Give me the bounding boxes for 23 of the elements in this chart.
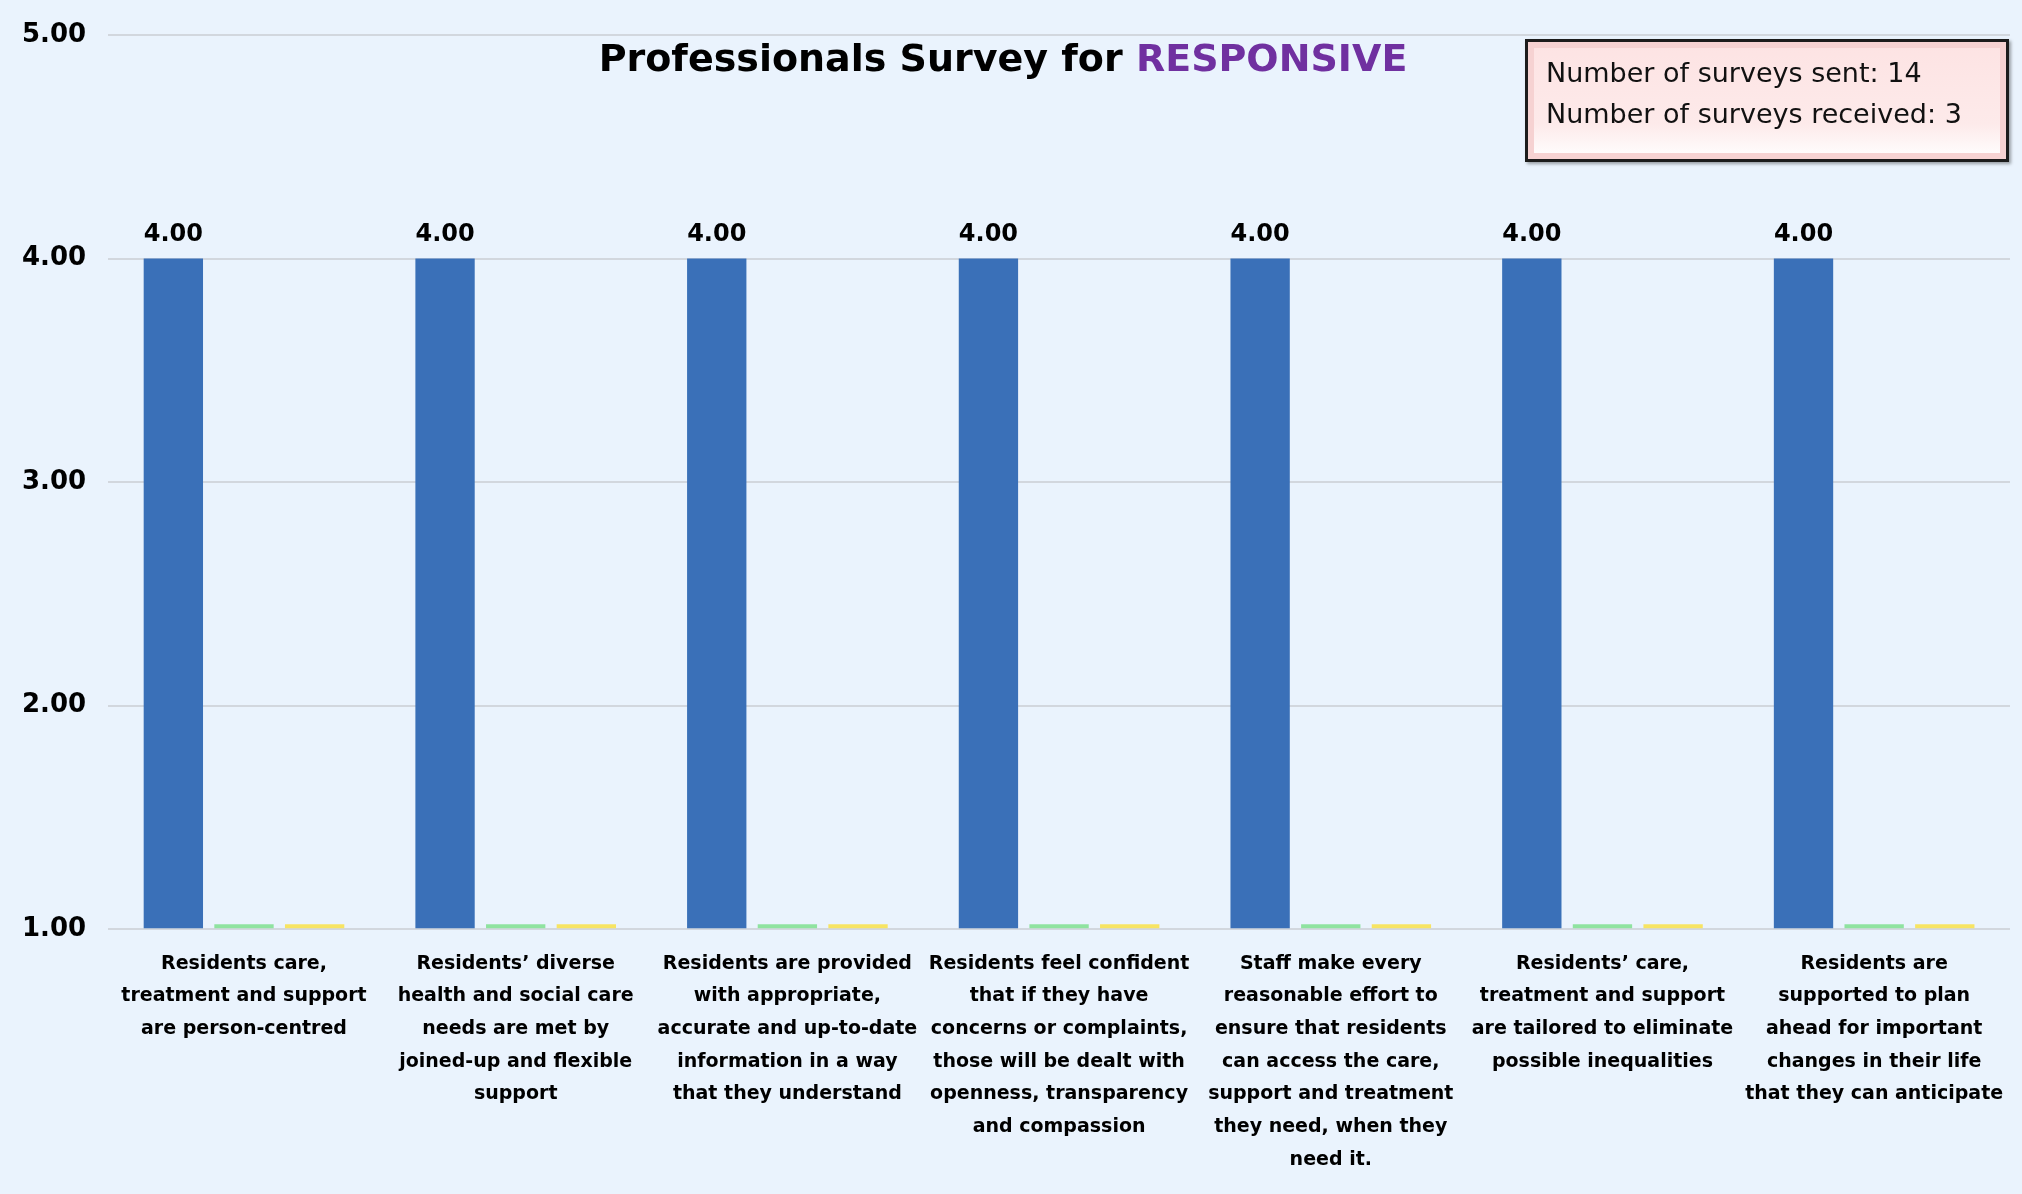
chart-title: Professionals Survey for RESPONSIVE: [598, 35, 1408, 80]
x-tick-label: Staff make every reasonable effort to ensure that residents can access the care, support and treatment they need, when they need it.: [1208, 950, 1454, 1169]
x-tick-label: Residents are supported to plan ahead for important changes in their life that they can anticipate: [1745, 950, 2004, 1104]
data-label: 4.00: [1230, 218, 1290, 247]
data-label: 4.00: [687, 218, 747, 247]
y-tick-label: 2.00: [21, 688, 87, 719]
annotation: Number of surveys received: 3: [1546, 97, 1963, 131]
annotation: Number of surveys sent: 14: [1546, 56, 1923, 90]
data-label: 4.00: [415, 218, 475, 247]
x-tick-label: Residents feel confident that if they have concerns or complaints, those will be dealt with openness, transparency and compassion: [928, 950, 1190, 1136]
x-tick-label: Residents care, treatment and support are person-centred: [121, 950, 367, 1038]
x-tick-label: Residents’ diverse health and social care needs are met by joined-up and flexible support: [397, 950, 634, 1104]
y-tick-label: 1.00: [21, 911, 87, 942]
data-label: 4.00: [958, 218, 1019, 247]
x-tick-label: Residents are provided with appropriate, accurate and up-to-date information in a way that they understand: [657, 950, 918, 1104]
data-label: 4.00: [1502, 218, 1562, 247]
data-label: 4.00: [1773, 218, 1834, 247]
y-tick-label: 4.00: [21, 241, 87, 272]
data-label: 4.00: [143, 218, 203, 247]
note-box: Number of surveys sent: 14 Number of surveys received: 3: [1525, 39, 2009, 162]
y-tick-label: 5.00: [21, 17, 87, 48]
y-tick-label: 3.00: [21, 464, 87, 495]
x-tick-label: Residents’ care, treatment and support are tailored to eliminate possible inequalities: [1471, 950, 1734, 1071]
